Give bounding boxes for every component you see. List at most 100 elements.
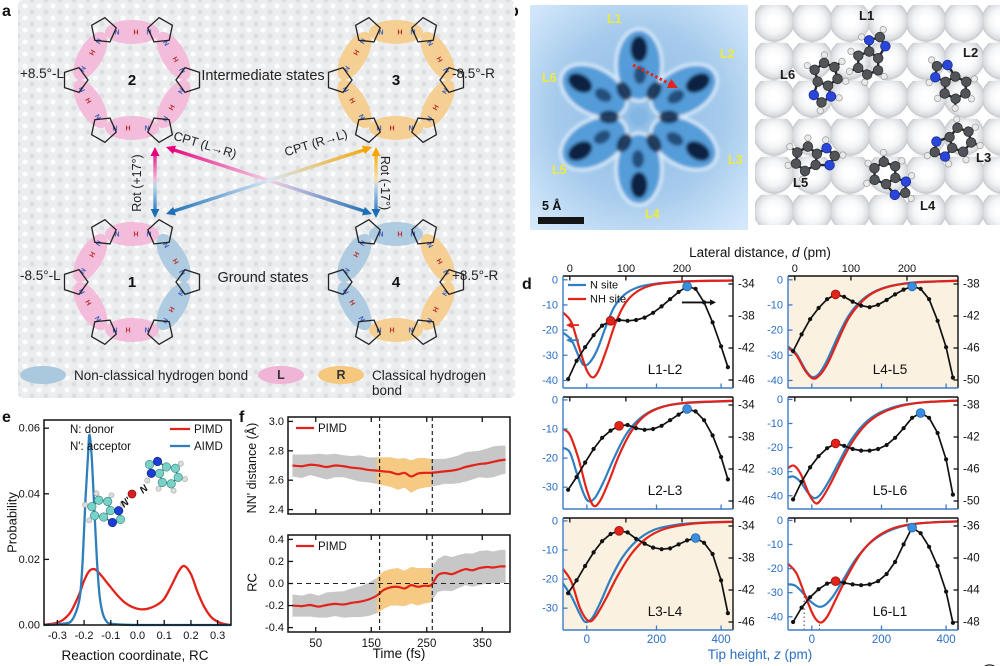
svg-text:L1-L2: L1-L2	[648, 362, 683, 377]
svg-text:N site: N site	[590, 280, 618, 292]
plot-l1-l2: 0 100 200 0 -10 -20 -30 -40 -34 -38 -42 -46 L1-L2 N s…	[542, 263, 755, 389]
model-site-label: L5	[793, 175, 809, 190]
svg-text:N: N	[93, 114, 102, 122]
svg-text:0: 0	[552, 515, 558, 527]
svg-text:-10: -10	[542, 424, 558, 436]
model-site-label: L4	[920, 198, 936, 213]
svg-text:PIMD: PIMD	[318, 541, 347, 553]
svg-text:H: H	[432, 306, 441, 314]
svg-text:N: N	[378, 28, 383, 35]
svg-text:-38: -38	[738, 311, 755, 323]
svg-text:-10: -10	[542, 545, 558, 557]
svg-text:H: H	[436, 257, 445, 265]
svg-text:200: 200	[872, 634, 891, 646]
plot-l3-l4: 0 200 400 0 -10 -20 -30 -34 -38 -42 -46 L3-L4	[542, 515, 755, 646]
plot-l5-l6: 0 -10 -20 -30 -40 -38 -42 -46 -50 L5-L6	[767, 394, 980, 510]
afm-site-label: L4	[645, 207, 660, 221]
plot-l2-l3: 0 -10 -20 -30 -34 -38 -42 -46 L2-L3	[542, 394, 755, 510]
svg-text:-36: -36	[963, 521, 980, 533]
svg-text:-10: -10	[767, 418, 783, 430]
svg-text:2.6: 2.6	[269, 475, 284, 487]
model-site-label: L1	[859, 8, 875, 23]
nn-distance-axis-title: NN' distance (Å)	[245, 422, 259, 514]
panel-label-e: e	[2, 409, 11, 426]
svg-text:N: N	[163, 39, 172, 47]
svg-text:-40: -40	[542, 375, 558, 387]
svg-text:-40: -40	[963, 553, 980, 565]
svg-text:-10: -10	[542, 299, 558, 311]
model-site-label: L3	[976, 150, 992, 165]
svg-text:-0.1: -0.1	[101, 630, 120, 642]
svg-text:-42: -42	[738, 343, 755, 355]
svg-text:100: 100	[842, 263, 860, 275]
nn-distance-chart: 3.0 2.8 2.6 2.4 PIMD	[269, 416, 511, 516]
svg-text:N: N	[93, 316, 102, 324]
svg-text:H: H	[432, 104, 441, 112]
rot-minus17-arrow-label: Rot (-17°)	[378, 155, 392, 211]
rot-plus17-arrow-label: Rot (+17°)	[130, 154, 144, 212]
svg-text:H: H	[168, 306, 177, 314]
svg-text:NH site: NH site	[590, 294, 626, 306]
svg-text:N: N	[427, 241, 436, 249]
svg-text:0.0: 0.0	[269, 578, 284, 590]
svg-text:N: N	[378, 230, 383, 237]
svg-text:N: donor: N: donor	[70, 424, 114, 436]
svg-text:H: H	[351, 48, 360, 56]
svg-text:N: N	[114, 230, 119, 237]
svg-text:H: H	[389, 328, 394, 335]
svg-text:2.8: 2.8	[269, 445, 284, 457]
svg-text:-10: -10	[767, 539, 783, 551]
svg-text:1: 1	[128, 274, 136, 291]
afm-site-label: L6	[542, 71, 557, 85]
tip-height-axis-title: Tip height, z (pm)	[707, 647, 813, 662]
afm-site-label: L3	[728, 153, 743, 167]
svg-text:-42: -42	[963, 311, 980, 323]
svg-text:-20: -20	[542, 325, 558, 337]
time-axis-title: Time (fs)	[372, 646, 426, 661]
afm-flower-structure	[559, 27, 719, 207]
svg-text:N: N	[427, 39, 436, 47]
svg-text:N: N	[178, 88, 187, 96]
svg-text:H: H	[125, 126, 130, 133]
svg-text:H: H	[347, 97, 356, 105]
svg-text:H: H	[397, 230, 402, 237]
svg-text:H: H	[87, 250, 96, 258]
svg-text:H: H	[351, 250, 360, 258]
svg-text:0: 0	[552, 274, 558, 286]
svg-text:0.3: 0.3	[210, 630, 225, 642]
svg-text:400: 400	[712, 634, 731, 646]
svg-text:-30: -30	[542, 482, 558, 494]
svg-text:-40: -40	[767, 490, 783, 502]
svg-text:-42: -42	[738, 585, 755, 597]
state-label-3: -8.5°-R	[452, 66, 495, 81]
svg-text:N': acceptor: N': acceptor	[70, 441, 131, 453]
svg-text:0: 0	[777, 394, 783, 406]
svg-text:-46: -46	[738, 496, 755, 508]
svg-text:H: H	[389, 126, 394, 133]
probability-axis-title: Probability	[4, 492, 20, 553]
svg-text:H: H	[125, 328, 130, 335]
svg-text:H: H	[172, 257, 181, 265]
svg-text:N: N	[144, 328, 149, 335]
probability-chart: 0.00 0.02 0.04 0.06 -0.3 -0.2 -0.1 0.0 0.1 0.2 0.3…	[19, 419, 232, 642]
panel-label-a: a	[2, 3, 11, 20]
svg-text:-38: -38	[738, 553, 755, 565]
state-label-4: +8.5°-R	[452, 268, 499, 283]
svg-text:-0.2: -0.2	[265, 600, 284, 612]
svg-text:-0.4: -0.4	[265, 622, 284, 634]
lateral-distance-axis-title: Lateral distance, d (pm)	[689, 245, 831, 260]
rc-axis-title: RC	[244, 573, 260, 592]
svg-text:H: H	[172, 55, 181, 63]
svg-text:L2-L3: L2-L3	[648, 483, 683, 498]
svg-text:100: 100	[617, 263, 635, 275]
svg-text:H: H	[133, 230, 138, 237]
svg-text:N: N	[357, 114, 366, 122]
svg-text:0.02: 0.02	[19, 554, 40, 566]
svg-text:-46: -46	[963, 343, 980, 355]
svg-text:-30: -30	[542, 350, 558, 362]
svg-text:N: N	[408, 126, 413, 133]
svg-text:2: 2	[128, 72, 136, 89]
svg-text:0.2: 0.2	[183, 630, 198, 642]
plot-l6-l1: 0 200 400 0 -10 -20 -30 -40 -36 -40 -44 -48 L6-L1	[767, 515, 980, 646]
